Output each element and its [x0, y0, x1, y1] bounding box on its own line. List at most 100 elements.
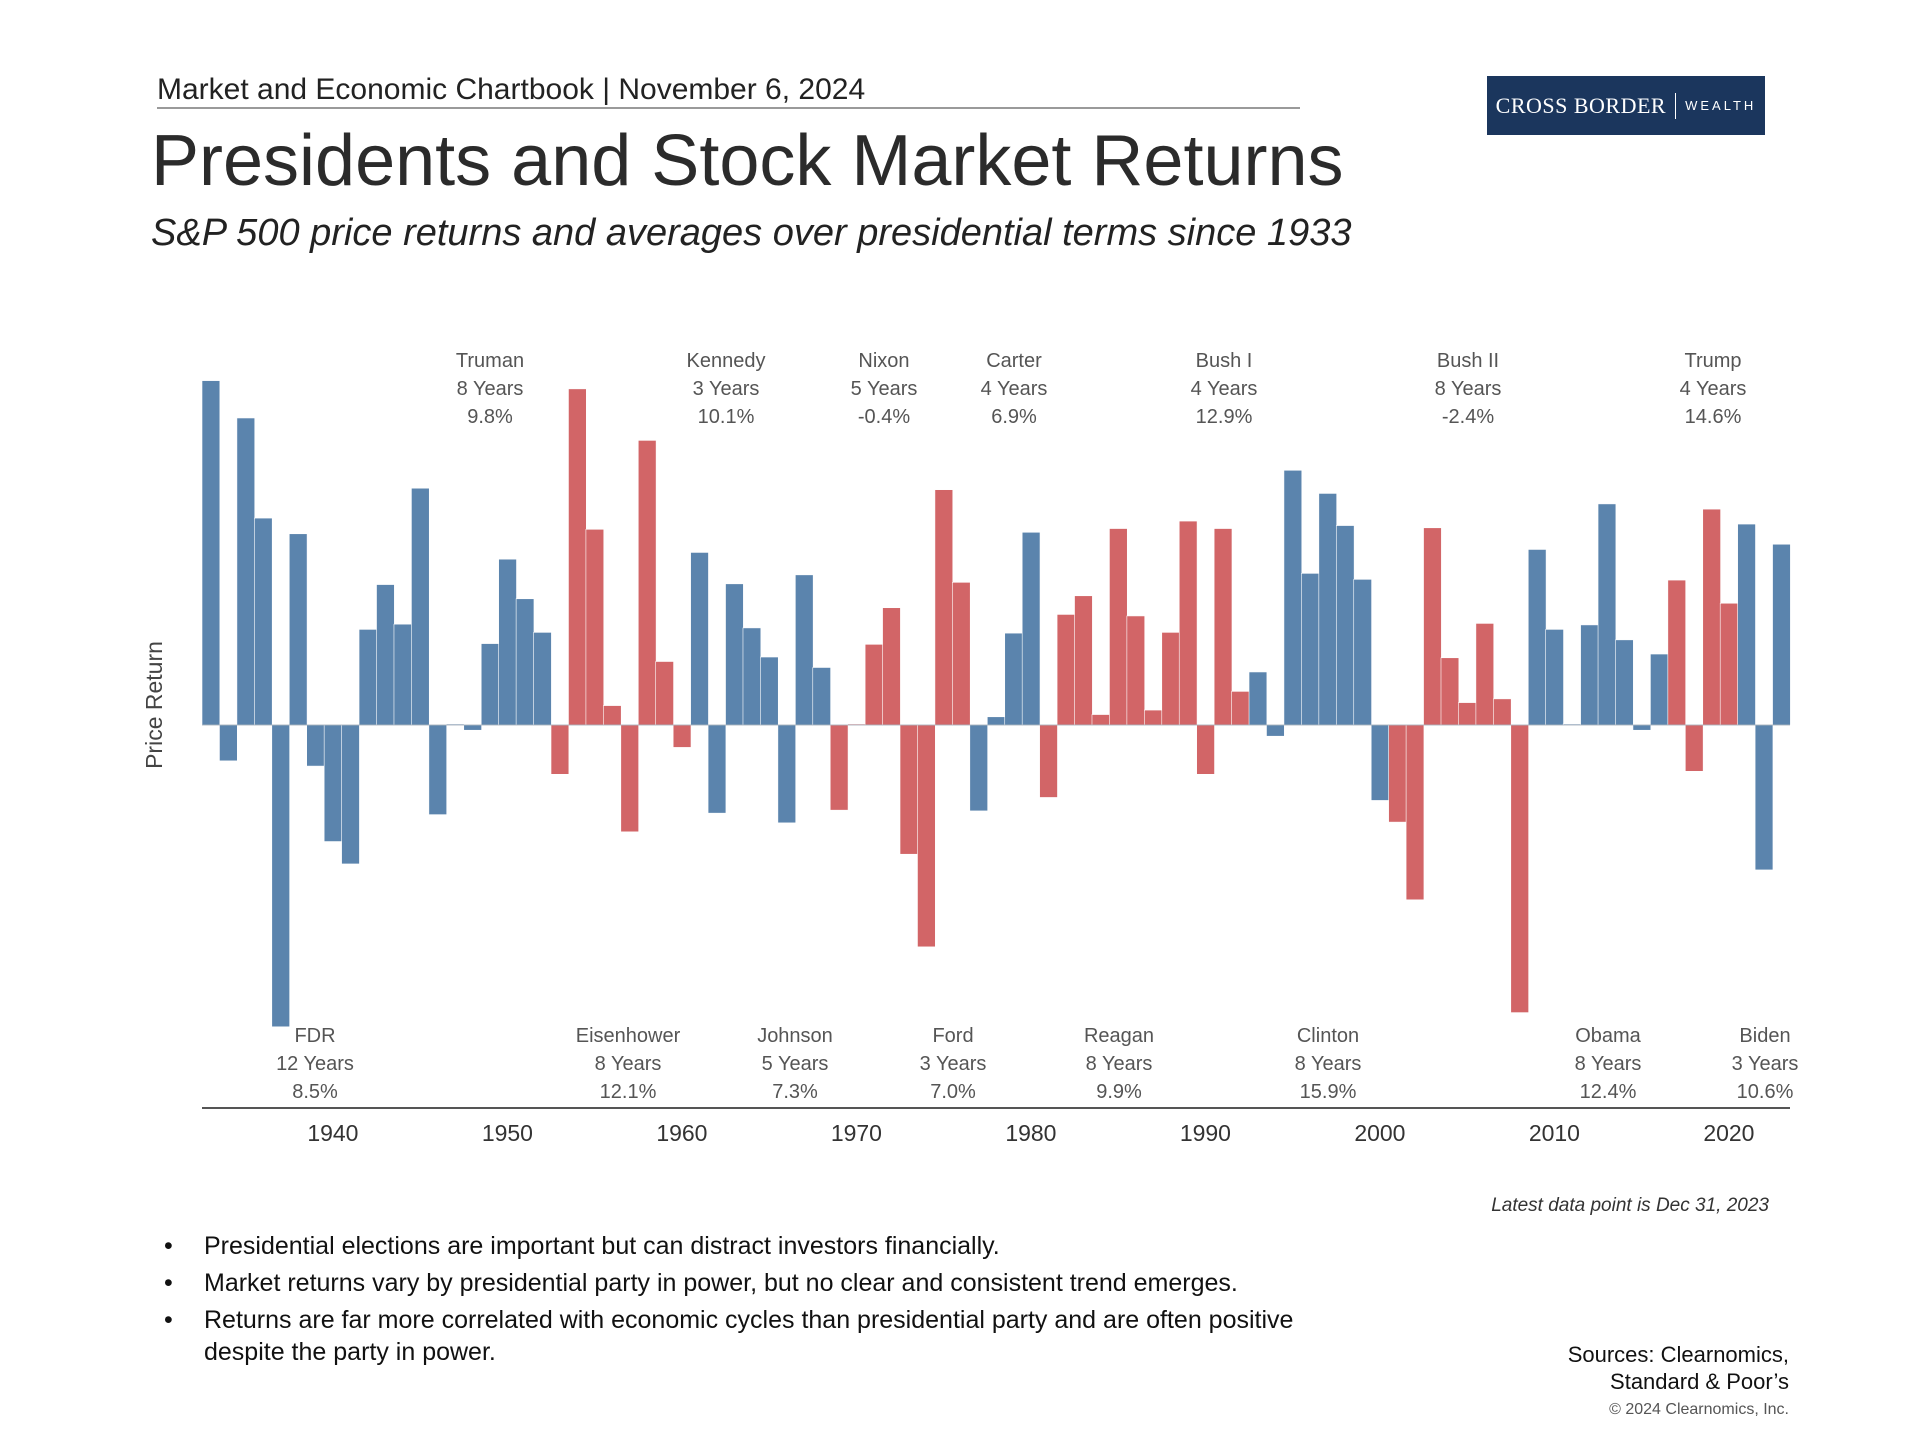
bar-1984 [1091, 714, 1111, 726]
annotation-avg: 9.8% [467, 406, 513, 428]
bar-1964 [742, 627, 762, 726]
sources: Sources: Clearnomics, Standard & Poor’s [1568, 1341, 1789, 1395]
annotation-name: Nixon [858, 350, 909, 372]
annotation-carter: Carter 4 Years 6.9% [981, 350, 1048, 428]
annotation-bush-ii: Bush II 8 Years -2.4% [1435, 350, 1502, 428]
bar-1965 [760, 656, 779, 726]
sources-line-2: Standard & Poor’s [1610, 1369, 1789, 1394]
bar-1945 [411, 487, 430, 726]
bar-1981 [1039, 724, 1058, 798]
annotation-term: 4 Years [981, 378, 1048, 400]
annotation-trump: Trump 4 Years 14.6% [1680, 350, 1747, 428]
bar-2016 [1650, 653, 1669, 726]
annotation-name: Bush I [1196, 350, 1253, 372]
annotation-name: Reagan [1084, 1025, 1154, 1047]
annotation-bush-i: Bush I 4 Years 12.9% [1191, 350, 1258, 428]
bar-1952 [533, 632, 552, 726]
bar-1986 [1126, 615, 1146, 726]
bar-1950 [498, 558, 517, 726]
bar-1942 [358, 629, 378, 726]
bar-1989 [1178, 520, 1198, 726]
bar-1996 [1301, 573, 1320, 726]
bar-1949 [480, 643, 500, 726]
bullet-item: Market returns vary by presidential part… [162, 1267, 1342, 1299]
annotation-avg: 10.1% [698, 406, 755, 428]
annotation-avg: 10.6% [1737, 1081, 1794, 1103]
bar-1969 [829, 724, 849, 811]
bar-1983 [1074, 595, 1093, 726]
bar-2012 [1580, 624, 1599, 726]
bar-1999 [1353, 579, 1372, 726]
bar-1995 [1283, 469, 1303, 726]
bar-1993 [1248, 671, 1268, 726]
bar-1943 [376, 584, 395, 726]
annotation-ford: Ford 3 Years 7.0% [920, 1025, 987, 1103]
bar-2001 [1388, 724, 1407, 823]
bar-1967 [795, 574, 814, 726]
bar-1997 [1318, 493, 1337, 726]
x-tick-label: 1990 [1180, 1120, 1231, 1146]
bar-2010 [1545, 629, 1564, 726]
page-subtitle: S&P 500 price returns and averages over … [151, 212, 1352, 254]
bar-2003 [1423, 527, 1442, 726]
annotation-name: Biden [1739, 1025, 1790, 1047]
bar-2009 [1527, 549, 1547, 726]
bar-2017 [1667, 579, 1686, 726]
annotation-kennedy: Kennedy 3 Years 10.1% [687, 350, 766, 428]
bar-2005 [1458, 702, 1477, 726]
annotation-term: 5 Years [851, 378, 918, 400]
bar-1979 [1004, 632, 1023, 726]
annotation-name: Eisenhower [576, 1025, 681, 1047]
bar-1974 [917, 724, 936, 948]
x-tick-labels: 1940 1950 1960 1970 1980 1990 2000 2010 2020 [307, 1120, 1754, 1146]
annotation-avg: 9.9% [1096, 1081, 1142, 1103]
annotation-name: Obama [1575, 1025, 1641, 1047]
bar-1957 [620, 724, 639, 833]
bar-1976 [952, 582, 971, 726]
bar-1973 [899, 724, 919, 855]
bar-1958 [637, 440, 657, 726]
copyright: © 2024 Clearnomics, Inc. [1609, 1401, 1789, 1418]
bar-1953 [550, 724, 570, 775]
x-tick-label: 1980 [1005, 1120, 1056, 1146]
annotation-reagan: Reagan 8 Years 9.9% [1084, 1025, 1154, 1103]
annotation-avg: 6.9% [991, 406, 1037, 428]
bar-2004 [1440, 657, 1460, 726]
bar-1939 [306, 724, 325, 767]
x-tick-label: 1970 [831, 1120, 882, 1146]
annotation-name: Ford [932, 1025, 973, 1047]
bar-1935 [236, 417, 256, 726]
annotation-term: 8 Years [1435, 378, 1502, 400]
annotation-avg: 14.6% [1685, 406, 1742, 428]
bar-1966 [777, 724, 797, 824]
bar-1934 [219, 724, 238, 762]
president-annotations: FDR 12 Years 8.5% Truman 8 Years 9.8% Eisenhow… [276, 350, 1798, 1103]
bar-1941 [341, 724, 360, 865]
annotation-term: 8 Years [1575, 1053, 1642, 1075]
bar-1951 [515, 598, 535, 726]
bar-1975 [934, 489, 954, 726]
annotation-term: 3 Years [920, 1053, 987, 1075]
annotation-obama: Obama 8 Years 12.4% [1575, 1025, 1642, 1103]
bar-1940 [323, 724, 343, 842]
report-header: Market and Economic Chartbook | November… [157, 73, 866, 106]
bullet-item: Returns are far more correlated with eco… [162, 1304, 1342, 1368]
bar-1978 [986, 716, 1006, 726]
annotation-name: FDR [294, 1025, 335, 1047]
annotation-clinton: Clinton 8 Years 15.9% [1295, 1025, 1362, 1103]
bar-1971 [864, 644, 884, 726]
logo-separator [1675, 92, 1677, 119]
bar-1936 [254, 517, 273, 726]
bar-1933 [201, 380, 221, 726]
bar-2020 [1719, 602, 1739, 726]
bar-1992 [1231, 691, 1250, 726]
annotation-avg: 7.0% [930, 1081, 976, 1103]
bar-1946 [428, 724, 448, 815]
annotation-name: Truman [456, 350, 524, 372]
page-title: Presidents and Stock Market Returns [151, 121, 1344, 201]
bar-1963 [725, 583, 744, 726]
bar-2007 [1493, 698, 1512, 726]
bar-2000 [1370, 724, 1390, 801]
logo-name: CROSS BORDER [1495, 92, 1667, 118]
annotation-nixon: Nixon 5 Years -0.4% [851, 350, 918, 428]
